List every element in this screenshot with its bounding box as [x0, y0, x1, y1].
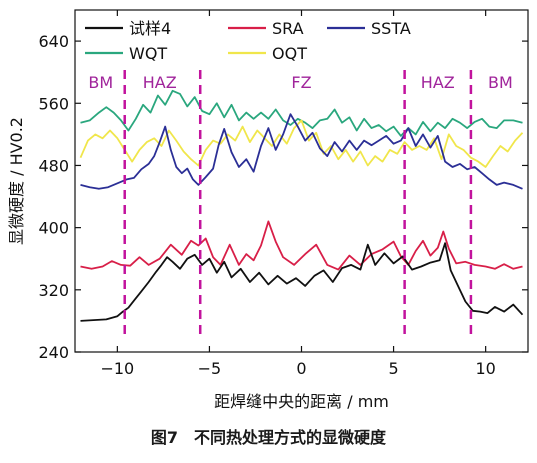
zone-label: HAZ — [421, 73, 455, 92]
series-line-2 — [80, 113, 523, 190]
legend-label: WQT — [129, 44, 167, 63]
zone-label: HAZ — [143, 73, 177, 92]
series-line-0 — [80, 242, 524, 322]
zone-layer: BM HAZ FZ HAZ BM — [88, 70, 513, 340]
x-tick-label: 5 — [388, 359, 398, 378]
series-line-3 — [80, 89, 523, 137]
x-tick-label: −5 — [198, 359, 222, 378]
series-layer — [79, 89, 524, 322]
axes: 240 320 400 480 560 640 −10 −5 0 5 10 距焊缝中央的距离 / mm… — [7, 10, 528, 411]
x-tick-label: −10 — [100, 359, 134, 378]
series-line-4 — [79, 119, 524, 168]
legend-label: OQT — [272, 44, 307, 63]
zone-label: FZ — [291, 73, 311, 92]
legend-label: 试样4 — [129, 19, 171, 38]
legend-label: SSTA — [371, 19, 411, 38]
y-tick-label: 480 — [38, 156, 69, 175]
x-axis-label: 距焊缝中央的距离 / mm — [214, 392, 389, 411]
y-tick-label: 400 — [38, 219, 69, 238]
y-axis-label: 显微硬度 / HV0.2 — [7, 117, 26, 245]
figure-caption: 图7 不同热处理方式的显微硬度 — [150, 428, 387, 447]
x-tick-label: 0 — [296, 359, 306, 378]
legend-label: SRA — [272, 19, 304, 38]
y-tick-label: 240 — [38, 343, 69, 362]
y-tick-label: 640 — [38, 32, 69, 51]
x-tick-label: 10 — [475, 359, 495, 378]
zone-label: BM — [488, 73, 513, 92]
legend: 试样4 SRA SSTA WQT OQT — [85, 19, 411, 63]
y-tick-label: 560 — [38, 94, 69, 113]
y-tick-label: 320 — [38, 281, 69, 300]
zone-label: BM — [88, 73, 113, 92]
hardness-chart: BM HAZ FZ HAZ BM 试样4 SRA SSTA WQT OQT 240 320 400 4… — [7, 9, 529, 411]
series-line-1 — [80, 220, 523, 271]
